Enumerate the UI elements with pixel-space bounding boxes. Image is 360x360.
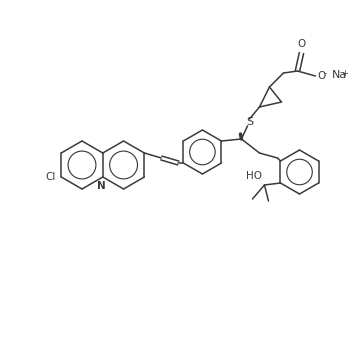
Text: O: O [318,71,326,81]
Text: ·: · [323,68,328,81]
Text: O: O [297,39,306,49]
Text: Cl: Cl [46,172,56,182]
Text: HO: HO [247,171,262,181]
Text: N: N [98,181,106,191]
Text: Na: Na [332,70,347,80]
Text: S: S [246,117,253,127]
Text: +: + [341,68,348,77]
